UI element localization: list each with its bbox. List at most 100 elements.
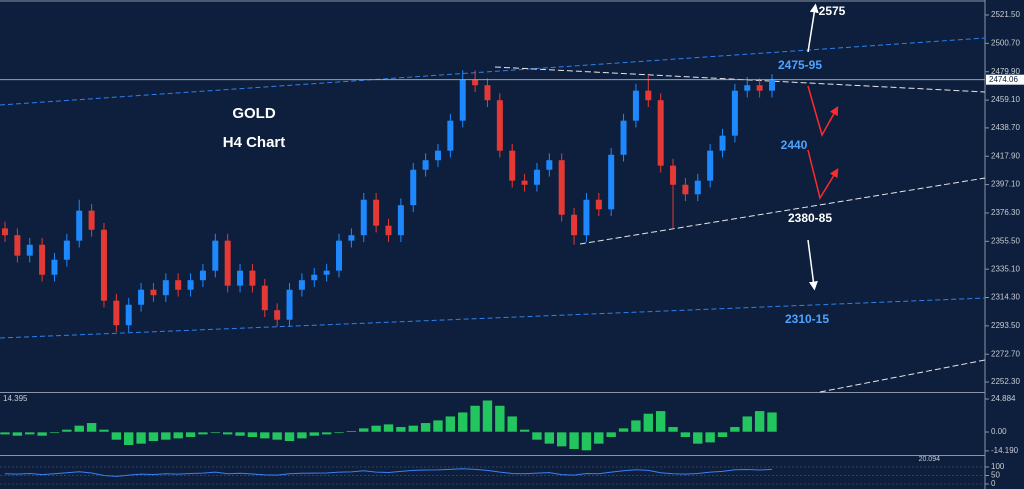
histogram-bar <box>556 431 567 447</box>
histogram-bar <box>98 429 110 433</box>
candle-body <box>237 270 244 286</box>
candle-body <box>769 79 775 91</box>
candle-body <box>360 199 367 236</box>
histogram-bar <box>494 405 506 433</box>
candle-body <box>100 229 107 301</box>
candle-body <box>719 135 726 151</box>
histogram-bar <box>111 431 122 441</box>
candle-body <box>434 150 441 161</box>
histogram-bar <box>135 431 147 445</box>
histogram-bar <box>73 425 85 433</box>
y-tick-label: 2314.30 <box>991 293 1020 302</box>
annotation: 2310-15 <box>785 312 829 326</box>
histogram-bar <box>544 431 555 445</box>
y-tick-label: 2355.50 <box>991 236 1020 245</box>
histogram-bar <box>148 431 159 442</box>
candle-body <box>447 120 454 151</box>
histogram-bar <box>259 431 271 439</box>
annotation: 2575 <box>819 4 846 18</box>
candle-body <box>286 289 293 320</box>
histogram-bar <box>160 431 172 441</box>
histogram-bar <box>642 413 654 433</box>
candle-body <box>162 280 169 296</box>
candle-body <box>88 210 95 230</box>
annotation: 2440 <box>781 138 808 152</box>
candle-body <box>657 100 664 166</box>
candle-body <box>422 160 429 170</box>
candle-body <box>175 280 182 290</box>
histogram-bar <box>605 431 617 438</box>
candle-body <box>459 79 466 121</box>
histogram-bar <box>581 431 592 451</box>
y-tick-label: 2376.30 <box>991 208 1020 217</box>
histogram-bar <box>457 411 469 433</box>
arrow <box>807 149 839 200</box>
indicator-label: 20.094 <box>919 456 941 463</box>
candle-body <box>583 199 590 236</box>
candle-body <box>484 85 491 101</box>
candle-body <box>731 90 738 136</box>
indicator-label: 14.395 <box>3 394 28 403</box>
trend-line <box>0 297 986 339</box>
y-tick-label: 0.00 <box>991 427 1007 436</box>
candle-body <box>632 90 639 121</box>
histogram-bar <box>123 431 135 446</box>
candle-body <box>63 240 70 260</box>
histogram-bar <box>210 431 221 434</box>
histogram-bar <box>346 430 357 433</box>
marks: 2521.50 2500.70 2479.90 2459.10 2438.70 2417.… <box>0 10 1020 488</box>
candle-body <box>26 244 33 256</box>
histogram-bar <box>370 425 382 433</box>
y-tick-label: 100 <box>991 462 1005 471</box>
y-tick-label: 50 <box>991 471 1000 480</box>
histogram-bar <box>729 426 741 433</box>
histogram-bar <box>506 415 518 433</box>
y-tick-label: 2252.30 <box>991 377 1020 386</box>
candle-body <box>694 180 701 195</box>
y-tick-label: 24.884 <box>991 394 1016 403</box>
current-price-box <box>986 74 1024 85</box>
histogram-bar <box>655 410 666 433</box>
candle-body <box>670 165 677 185</box>
arrow <box>807 239 818 291</box>
histogram-bar <box>469 405 481 433</box>
candle-body <box>707 150 714 181</box>
candle-body <box>150 289 157 296</box>
histogram-bar <box>766 411 778 433</box>
candle-body <box>608 154 615 210</box>
candle-body <box>187 280 194 290</box>
candle-body <box>620 120 627 155</box>
histogram-bar <box>593 431 605 445</box>
candle-body <box>261 285 268 311</box>
candle-body <box>682 184 689 195</box>
candle-body <box>39 244 46 275</box>
candle-body <box>496 100 503 151</box>
candle-body <box>385 225 392 236</box>
y-tick-label: 2479.90 <box>991 67 1020 76</box>
y-tick-label: 2397.10 <box>991 180 1020 189</box>
y-tick-label: 2438.70 <box>991 123 1020 132</box>
candle-body <box>472 79 479 86</box>
y-tick-label: 2500.70 <box>991 38 1020 47</box>
histogram-bar <box>667 426 679 433</box>
histogram-bar <box>568 431 580 450</box>
candle-body <box>51 259 58 275</box>
y-tick-label: 2459.10 <box>991 95 1020 104</box>
histogram-bar <box>432 419 444 433</box>
histogram-bar <box>296 431 308 439</box>
candle-body <box>756 85 763 91</box>
candle-body <box>249 270 256 286</box>
histogram-bar <box>12 431 23 437</box>
candle-body <box>546 160 553 170</box>
candle-body <box>373 199 380 226</box>
y-tick-label: 2521.50 <box>991 10 1020 19</box>
histogram-bar <box>36 431 48 437</box>
candle-body <box>509 150 516 181</box>
candle-body <box>298 280 305 290</box>
histogram-bar <box>407 425 419 433</box>
histogram-bar <box>630 419 642 433</box>
histogram-bar <box>333 431 345 434</box>
annotation: H4 Chart <box>223 134 286 151</box>
